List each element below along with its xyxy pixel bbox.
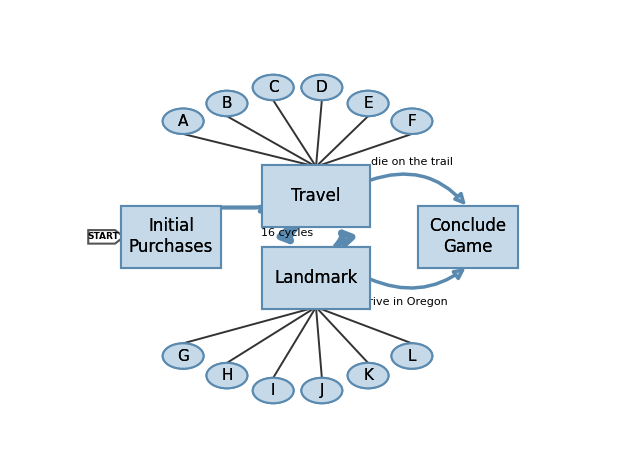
Text: L: L: [408, 348, 416, 364]
Text: B: B: [222, 96, 232, 111]
FancyBboxPatch shape: [263, 247, 369, 309]
FancyBboxPatch shape: [263, 247, 369, 309]
Text: A: A: [178, 114, 188, 129]
Ellipse shape: [301, 75, 342, 100]
Ellipse shape: [163, 109, 203, 134]
Ellipse shape: [207, 363, 247, 388]
Ellipse shape: [207, 363, 247, 388]
Text: F: F: [408, 114, 416, 129]
Polygon shape: [88, 230, 124, 243]
Ellipse shape: [252, 75, 294, 100]
Ellipse shape: [301, 378, 342, 403]
Text: F: F: [408, 114, 416, 129]
Text: C: C: [268, 80, 278, 95]
Text: E: E: [363, 96, 373, 111]
Ellipse shape: [391, 109, 432, 134]
Text: Landmark: Landmark: [274, 269, 358, 287]
Ellipse shape: [301, 75, 342, 100]
FancyBboxPatch shape: [121, 206, 221, 268]
Ellipse shape: [348, 91, 389, 116]
Text: Landmark: Landmark: [274, 269, 358, 287]
Text: K: K: [363, 368, 373, 383]
Text: Conclude
Game: Conclude Game: [430, 218, 506, 256]
Ellipse shape: [252, 378, 294, 403]
Text: D: D: [316, 80, 328, 95]
Ellipse shape: [348, 91, 389, 116]
Text: H: H: [221, 368, 233, 383]
Text: K: K: [363, 368, 373, 383]
Text: Initial
Purchases: Initial Purchases: [129, 218, 213, 256]
Text: H: H: [221, 368, 233, 383]
Text: A: A: [178, 114, 188, 129]
Text: Travel: Travel: [291, 187, 341, 205]
Text: 16 cycles: 16 cycles: [261, 228, 313, 238]
Ellipse shape: [252, 378, 294, 403]
Text: Initial
Purchases: Initial Purchases: [129, 218, 213, 256]
FancyBboxPatch shape: [121, 206, 221, 268]
Ellipse shape: [391, 109, 432, 134]
Text: G: G: [177, 348, 189, 364]
Text: Conclude
Game: Conclude Game: [430, 218, 506, 256]
Text: Travel: Travel: [291, 187, 341, 205]
Ellipse shape: [391, 343, 432, 369]
Text: G: G: [177, 348, 189, 364]
Text: C: C: [268, 80, 278, 95]
FancyBboxPatch shape: [418, 206, 517, 268]
Ellipse shape: [391, 343, 432, 369]
Ellipse shape: [301, 378, 342, 403]
Ellipse shape: [163, 343, 203, 369]
Text: arrive in Oregon: arrive in Oregon: [357, 298, 448, 307]
FancyBboxPatch shape: [418, 206, 517, 268]
Ellipse shape: [163, 343, 203, 369]
Ellipse shape: [252, 75, 294, 100]
Ellipse shape: [348, 363, 389, 388]
Ellipse shape: [348, 363, 389, 388]
Text: I: I: [271, 383, 276, 398]
Ellipse shape: [163, 109, 203, 134]
Ellipse shape: [207, 91, 247, 116]
FancyBboxPatch shape: [263, 165, 369, 227]
Text: J: J: [320, 383, 324, 398]
Text: START: START: [88, 232, 119, 241]
FancyBboxPatch shape: [263, 165, 369, 227]
Text: D: D: [316, 80, 328, 95]
Text: B: B: [222, 96, 232, 111]
Text: I: I: [271, 383, 276, 398]
Text: die on the trail: die on the trail: [371, 157, 453, 167]
Text: J: J: [320, 383, 324, 398]
Text: L: L: [408, 348, 416, 364]
Ellipse shape: [207, 91, 247, 116]
Text: E: E: [363, 96, 373, 111]
